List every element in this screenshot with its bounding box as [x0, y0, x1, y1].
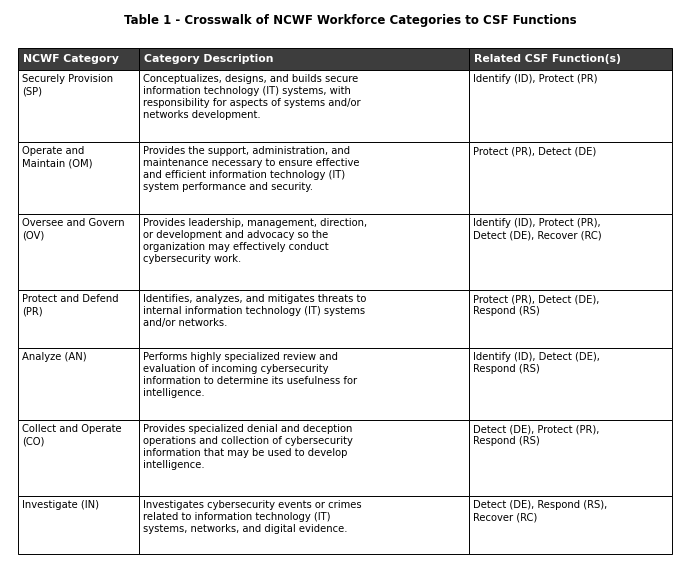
Bar	[139, 420, 469, 496]
Text: Collect and Operate
(CO): Collect and Operate (CO)	[22, 424, 122, 446]
Bar	[139, 142, 469, 214]
Text: Detect (DE), Respond (RS),
Recover (RC): Detect (DE), Respond (RS), Recover (RC)	[473, 500, 608, 522]
Bar	[139, 70, 469, 142]
Text: Performs highly specialized review and
evaluation of incoming cybersecurity
info: Performs highly specialized review and e…	[143, 352, 357, 398]
Text: Operate and
Maintain (OM): Operate and Maintain (OM)	[22, 146, 92, 168]
Text: Protect and Defend
(PR): Protect and Defend (PR)	[22, 294, 118, 316]
Text: Provides specialized denial and deception
operations and collection of cybersecu: Provides specialized denial and deceptio…	[143, 424, 353, 470]
Text: Analyze (AN): Analyze (AN)	[22, 352, 87, 362]
Bar	[469, 214, 672, 290]
Text: Securely Provision
(SP): Securely Provision (SP)	[22, 74, 113, 96]
Bar	[469, 290, 672, 348]
Bar	[139, 290, 469, 348]
Text: Conceptualizes, designs, and builds secure
information technology (IT) systems, : Conceptualizes, designs, and builds secu…	[143, 74, 360, 120]
Text: Protect (PR), Detect (DE),
Respond (RS): Protect (PR), Detect (DE), Respond (RS)	[473, 294, 600, 316]
Text: Identify (ID), Detect (DE),
Respond (RS): Identify (ID), Detect (DE), Respond (RS)	[473, 352, 600, 374]
Text: Category Description: Category Description	[144, 54, 274, 64]
Text: Detect (DE), Protect (PR),
Respond (RS): Detect (DE), Protect (PR), Respond (RS)	[473, 424, 600, 446]
Bar	[18, 214, 139, 290]
Bar	[469, 70, 672, 142]
Bar	[139, 348, 469, 420]
Bar	[18, 142, 139, 214]
Text: Provides leadership, management, direction,
or development and advocacy so the
o: Provides leadership, management, directi…	[143, 218, 367, 264]
Bar	[469, 142, 672, 214]
Text: Identifies, analyzes, and mitigates threats to
internal information technology (: Identifies, analyzes, and mitigates thre…	[143, 294, 366, 328]
Text: Provides the support, administration, and
maintenance necessary to ensure effect: Provides the support, administration, an…	[143, 146, 360, 192]
Bar	[18, 420, 139, 496]
Bar	[469, 496, 672, 554]
Bar	[469, 420, 672, 496]
Text: Oversee and Govern
(OV): Oversee and Govern (OV)	[22, 218, 125, 240]
Text: Investigates cybersecurity events or crimes
related to information technology (I: Investigates cybersecurity events or cri…	[143, 500, 362, 534]
Bar	[18, 70, 139, 142]
Text: Related CSF Function(s): Related CSF Function(s)	[475, 54, 621, 64]
Text: Table 1 - Crosswalk of NCWF Workforce Categories to CSF Functions: Table 1 - Crosswalk of NCWF Workforce Ca…	[124, 14, 576, 27]
Bar	[18, 290, 139, 348]
Text: Identify (ID), Protect (PR): Identify (ID), Protect (PR)	[473, 74, 598, 84]
Text: NCWF Category: NCWF Category	[23, 54, 119, 64]
Bar	[469, 348, 672, 420]
Bar	[469, 48, 672, 70]
Text: Investigate (IN): Investigate (IN)	[22, 500, 99, 510]
Bar	[18, 348, 139, 420]
Bar	[139, 48, 469, 70]
Bar	[139, 496, 469, 554]
Bar	[18, 496, 139, 554]
Text: Protect (PR), Detect (DE): Protect (PR), Detect (DE)	[473, 146, 596, 156]
Bar	[18, 48, 139, 70]
Text: Identify (ID), Protect (PR),
Detect (DE), Recover (RC): Identify (ID), Protect (PR), Detect (DE)…	[473, 218, 602, 240]
Bar	[139, 214, 469, 290]
